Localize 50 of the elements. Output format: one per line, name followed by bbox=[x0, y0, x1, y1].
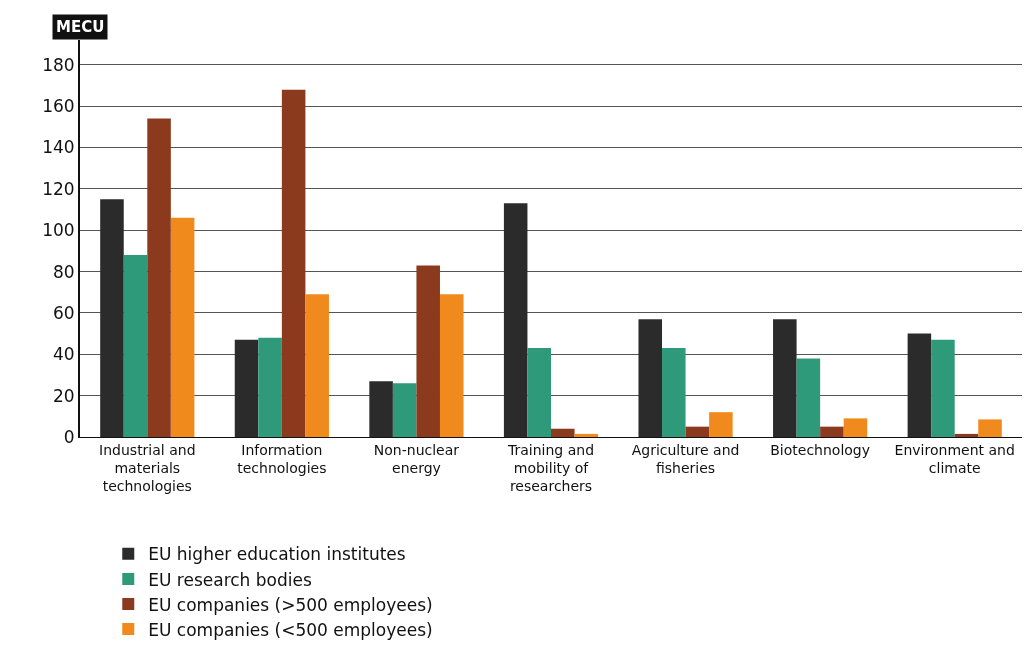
bar bbox=[574, 433, 599, 437]
x-tick-label: Environment and climate bbox=[894, 441, 1015, 476]
bar bbox=[527, 348, 551, 437]
bar bbox=[709, 412, 733, 437]
y-tick-label: 160 bbox=[42, 96, 75, 117]
y-tick-label: 0 bbox=[63, 426, 75, 447]
bar bbox=[796, 358, 821, 437]
bar bbox=[685, 426, 710, 437]
y-tick-label: 60 bbox=[52, 302, 75, 323]
bar bbox=[392, 383, 417, 437]
y-tick-label: 180 bbox=[42, 54, 75, 75]
bar bbox=[416, 265, 440, 437]
bar bbox=[843, 418, 868, 437]
bar bbox=[100, 199, 124, 437]
bar bbox=[305, 294, 329, 437]
bar bbox=[503, 203, 528, 437]
x-tick-label: Biotechnology bbox=[770, 441, 871, 458]
bar bbox=[638, 319, 663, 437]
bar bbox=[820, 426, 844, 437]
y-tick-label: 20 bbox=[52, 385, 75, 406]
y-tick-label: 40 bbox=[52, 344, 75, 365]
bar bbox=[773, 319, 797, 437]
bar bbox=[662, 348, 686, 437]
y-tick-label: 100 bbox=[42, 220, 75, 241]
x-tick-label: Industrial and materials technologies bbox=[99, 441, 196, 495]
x-tick-label: Information technologies bbox=[237, 441, 327, 476]
legend-label: EU higher education institutes bbox=[148, 544, 406, 565]
legend-label: EU companies (<500 employees) bbox=[148, 619, 433, 640]
bar bbox=[258, 337, 282, 437]
y-axis-title: MECU bbox=[56, 18, 105, 36]
legend-label: EU research bodies bbox=[148, 569, 312, 590]
y-tick-label: 140 bbox=[42, 137, 75, 158]
bar bbox=[954, 433, 979, 437]
x-tick-label: Non-nuclear energy bbox=[373, 441, 460, 476]
bar bbox=[281, 89, 306, 437]
bar bbox=[170, 217, 195, 437]
bar bbox=[907, 333, 932, 437]
bar bbox=[369, 381, 393, 437]
bar bbox=[439, 294, 464, 437]
bar bbox=[147, 118, 171, 437]
bar bbox=[931, 339, 955, 437]
bar bbox=[978, 419, 1002, 437]
bar bbox=[123, 255, 148, 437]
bar bbox=[551, 428, 575, 437]
bar bbox=[234, 339, 259, 437]
x-tick-label: Agriculture and fisheries bbox=[631, 441, 740, 476]
x-tick-label: Training and mobility of researchers bbox=[506, 441, 595, 495]
legend-label: EU companies (>500 employees) bbox=[148, 594, 433, 615]
y-tick-label: 120 bbox=[42, 178, 75, 199]
y-tick-label: 80 bbox=[52, 261, 75, 282]
